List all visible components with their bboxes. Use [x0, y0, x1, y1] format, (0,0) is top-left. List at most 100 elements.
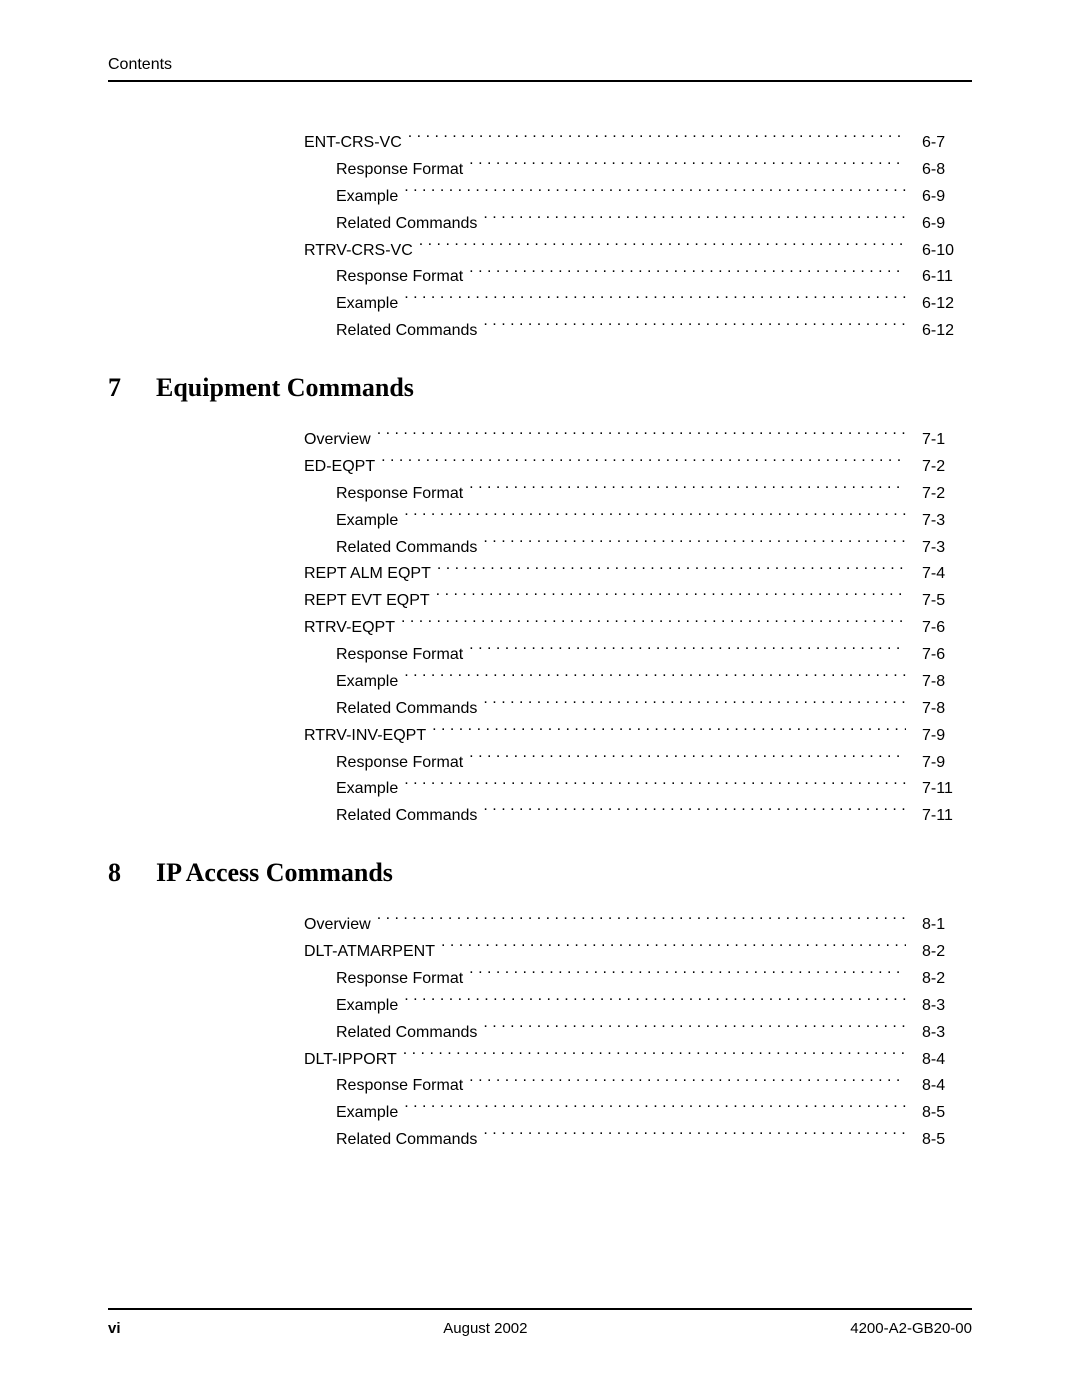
toc-leader-dots — [469, 1074, 906, 1090]
toc-page-ref[interactable]: 8-3 — [912, 993, 972, 1020]
toc-label[interactable]: REPT ALM EQPT — [304, 561, 431, 588]
toc-page-ref[interactable]: 7-8 — [912, 696, 972, 723]
section-title[interactable]: IP Access Commands — [156, 858, 393, 888]
toc-page-ref[interactable]: 8-5 — [912, 1127, 972, 1154]
toc-row: Response Format 8-2 — [336, 966, 972, 993]
toc-label[interactable]: Response Format — [336, 264, 463, 291]
toc-leader-dots — [469, 643, 906, 659]
toc-label[interactable]: Related Commands — [336, 803, 477, 830]
toc-label[interactable]: Example — [336, 291, 398, 318]
toc-leader-dots — [404, 1101, 906, 1117]
toc-page-ref[interactable]: 6-10 — [912, 238, 972, 265]
toc-leader-dots — [483, 1128, 906, 1144]
toc-page-ref[interactable]: 7-1 — [912, 427, 972, 454]
toc-label[interactable]: Overview — [304, 912, 371, 939]
toc-label[interactable]: Example — [336, 184, 398, 211]
toc-leader-dots — [401, 616, 906, 632]
toc-page-ref[interactable]: 7-9 — [912, 723, 972, 750]
toc-row: Example 6-12 — [336, 291, 972, 318]
toc-label[interactable]: Example — [336, 508, 398, 535]
toc-page-ref[interactable]: 6-8 — [912, 157, 972, 184]
toc-leader-dots — [408, 131, 906, 147]
toc-page-ref[interactable]: 8-3 — [912, 1020, 972, 1047]
toc-page-ref[interactable]: 7-5 — [912, 588, 972, 615]
page-footer: vi August 2002 4200-A2-GB20-00 — [108, 1308, 972, 1337]
toc-leader-dots — [469, 967, 906, 983]
toc-page-ref[interactable]: 8-4 — [912, 1073, 972, 1100]
toc-page-ref[interactable]: 7-6 — [912, 615, 972, 642]
toc-leader-dots — [377, 913, 906, 929]
toc-page-ref[interactable]: 7-3 — [912, 535, 972, 562]
toc-page-ref[interactable]: 8-2 — [912, 966, 972, 993]
toc-leader-dots — [404, 994, 906, 1010]
toc-page-ref[interactable]: 8-5 — [912, 1100, 972, 1127]
toc-page-ref[interactable]: 6-9 — [912, 211, 972, 238]
toc-leader-dots — [404, 670, 906, 686]
toc-page-ref[interactable]: 7-11 — [912, 803, 972, 830]
toc-label[interactable]: Related Commands — [336, 1020, 477, 1047]
toc-page-ref[interactable]: 6-9 — [912, 184, 972, 211]
toc-label[interactable]: Response Format — [336, 642, 463, 669]
toc-row: Example 8-3 — [336, 993, 972, 1020]
footer-date: August 2002 — [443, 1320, 527, 1337]
toc-label[interactable]: Related Commands — [336, 535, 477, 562]
toc-label[interactable]: Related Commands — [336, 318, 477, 345]
toc-leader-dots — [432, 724, 906, 740]
toc-label[interactable]: Response Format — [336, 1073, 463, 1100]
toc-label[interactable]: Related Commands — [336, 1127, 477, 1154]
toc-page-ref[interactable]: 6-11 — [912, 264, 972, 291]
toc-row: RTRV-INV-EQPT 7-9 — [304, 723, 972, 750]
toc-leader-dots — [483, 536, 906, 552]
section-title[interactable]: Equipment Commands — [156, 373, 414, 403]
toc-label[interactable]: Response Format — [336, 157, 463, 184]
toc-page-ref[interactable]: 8-4 — [912, 1047, 972, 1074]
toc-label[interactable]: RTRV-INV-EQPT — [304, 723, 426, 750]
toc-page-ref[interactable]: 8-2 — [912, 939, 972, 966]
toc-label[interactable]: Response Format — [336, 966, 463, 993]
toc-leader-dots — [404, 292, 906, 308]
toc-leader-dots — [483, 804, 906, 820]
toc-label[interactable]: Example — [336, 776, 398, 803]
toc-label[interactable]: ED-EQPT — [304, 454, 375, 481]
toc-label[interactable]: Response Format — [336, 481, 463, 508]
toc-row: RTRV-CRS-VC 6-10 — [304, 238, 972, 265]
toc-page-ref[interactable]: 7-9 — [912, 750, 972, 777]
toc-label[interactable]: RTRV-EQPT — [304, 615, 395, 642]
toc-page-ref[interactable]: 7-3 — [912, 508, 972, 535]
toc-label[interactable]: Overview — [304, 427, 371, 454]
toc-page-ref[interactable]: 6-12 — [912, 291, 972, 318]
toc-leader-dots — [483, 319, 906, 335]
toc-row: Response Format 7-9 — [336, 750, 972, 777]
toc-leader-dots — [404, 777, 906, 793]
toc-row: RTRV-EQPT 7-6 — [304, 615, 972, 642]
toc-label[interactable]: Example — [336, 1100, 398, 1127]
toc-page-ref[interactable]: 7-6 — [912, 642, 972, 669]
toc-page-ref[interactable]: 8-1 — [912, 912, 972, 939]
section-heading: 7Equipment Commands — [108, 373, 972, 403]
toc-label[interactable]: ENT-CRS-VC — [304, 130, 402, 157]
toc-page-ref[interactable]: 7-11 — [912, 776, 972, 803]
toc-label[interactable]: Example — [336, 993, 398, 1020]
toc-page-ref[interactable]: 7-8 — [912, 669, 972, 696]
toc-label[interactable]: Related Commands — [336, 696, 477, 723]
toc-row: Related Commands 7-11 — [336, 803, 972, 830]
toc-row: Response Format 8-4 — [336, 1073, 972, 1100]
toc-label[interactable]: DLT-ATMARPENT — [304, 939, 435, 966]
toc-label[interactable]: Response Format — [336, 750, 463, 777]
toc-row: Example 8-5 — [336, 1100, 972, 1127]
toc-row: Example 7-11 — [336, 776, 972, 803]
toc-label[interactable]: Example — [336, 669, 398, 696]
toc-page-ref[interactable]: 7-2 — [912, 454, 972, 481]
toc-label[interactable]: REPT EVT EQPT — [304, 588, 430, 615]
toc-block: Overview8-1DLT-ATMARPENT8-2Response Form… — [304, 912, 972, 1154]
toc-label[interactable]: DLT-IPPORT — [304, 1047, 397, 1074]
toc-page-ref[interactable]: 7-2 — [912, 481, 972, 508]
toc-pre-block: ENT-CRS-VC 6-7 Response Format 6-8 Example 6-… — [304, 130, 972, 345]
toc-page-ref[interactable]: 6-12 — [912, 318, 972, 345]
toc-row: REPT EVT EQPT 7-5 — [304, 588, 972, 615]
toc-label[interactable]: Related Commands — [336, 211, 477, 238]
toc-leader-dots — [483, 697, 906, 713]
toc-page-ref[interactable]: 6-7 — [912, 130, 972, 157]
toc-label[interactable]: RTRV-CRS-VC — [304, 238, 413, 265]
toc-page-ref[interactable]: 7-4 — [912, 561, 972, 588]
